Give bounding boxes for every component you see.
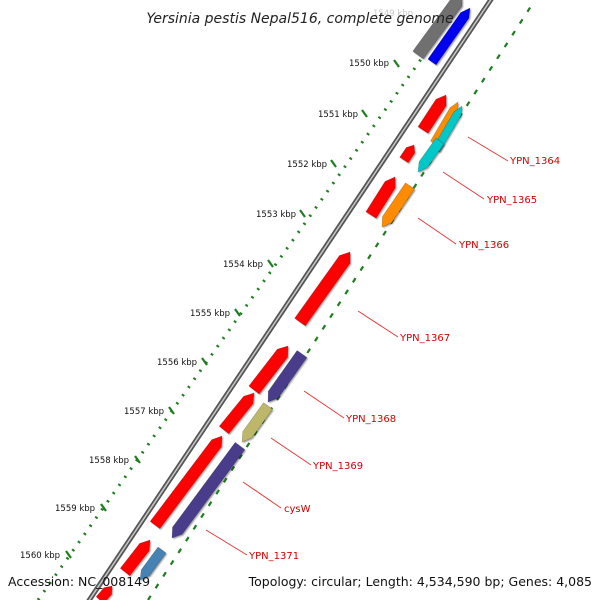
ruler-dotted-outer — [36, 0, 465, 600]
ruler-label: 1559 kbp — [55, 504, 95, 514]
label-leaders — [205, 136, 509, 556]
ruler-tick — [361, 109, 368, 118]
ruler-tick — [330, 159, 337, 168]
gene-label: YPN_1368 — [345, 414, 396, 425]
gene-label: YPN_1364 — [509, 156, 560, 167]
ruler-tick — [393, 59, 400, 68]
gene-label: YPN_1366 — [458, 240, 509, 251]
ruler-tick — [234, 308, 241, 317]
gene-feature-arrow — [241, 402, 273, 443]
ruler-tick — [65, 550, 72, 559]
ruler-tick — [299, 209, 306, 218]
ruler-label: 1556 kbp — [157, 358, 197, 368]
gene-feature-arrow — [119, 539, 151, 577]
gene-feature-arrow — [149, 435, 223, 530]
genome-backbone — [86, 0, 494, 600]
gene-feature-arrow — [139, 546, 167, 581]
ruler-label: 1555 kbp — [190, 309, 230, 319]
gene-feature-arrow — [427, 7, 471, 66]
map-title: Yersinia pestis Nepal516, complete genom… — [146, 11, 453, 27]
gene-feature-arrow — [365, 176, 396, 219]
gene-feature-arrow — [218, 392, 255, 435]
ruler-label: 1550 kbp — [349, 59, 389, 69]
ruler-ticks — [65, 59, 400, 559]
ruler-label: 1551 kbp — [318, 110, 358, 120]
gene-feature-arrow — [294, 251, 351, 327]
gene-label: cysW — [284, 504, 311, 515]
gene-label: YPN_1365 — [486, 195, 537, 206]
gene-feature-arrow — [417, 137, 445, 173]
ruler-label: 1557 kbp — [124, 407, 164, 417]
gene-feature-arrow — [171, 441, 246, 539]
gene-feature-arrow — [248, 345, 289, 395]
ruler-dashed-inner — [147, 0, 536, 600]
ruler-label: 1560 kbp — [20, 551, 60, 561]
genome-summary-text: Topology: circular; Length: 4,534,590 bp… — [248, 574, 592, 589]
ruler-tick — [201, 357, 208, 366]
gene-feature-arrow — [267, 350, 308, 403]
ruler-tick — [267, 259, 274, 268]
gene-label: YPN_1371 — [248, 551, 299, 562]
gene-label: YPN_1369 — [312, 461, 363, 472]
ruler-label: 1553 kbp — [256, 210, 296, 220]
ruler-label: 1554 kbp — [223, 260, 263, 270]
ruler-tick — [168, 406, 175, 415]
ruler-label: 1552 kbp — [287, 160, 327, 170]
ruler-label: 1558 kbp — [89, 456, 129, 466]
gene-feature-arrow — [381, 182, 415, 228]
gene-feature-arrow — [412, 0, 463, 60]
accession-text: Accession: NC_008149 — [8, 574, 150, 589]
gene-feature-arrow — [95, 585, 113, 600]
ruler-label-faded: 1549 kbp — [373, 9, 413, 19]
ruler-tick — [134, 455, 141, 464]
ruler-tick — [100, 503, 107, 512]
gene-feature-arrow — [399, 144, 416, 164]
gene-label: YPN_1367 — [399, 333, 450, 344]
gene-feature-arrow — [417, 94, 447, 134]
gene-features — [95, 0, 471, 600]
